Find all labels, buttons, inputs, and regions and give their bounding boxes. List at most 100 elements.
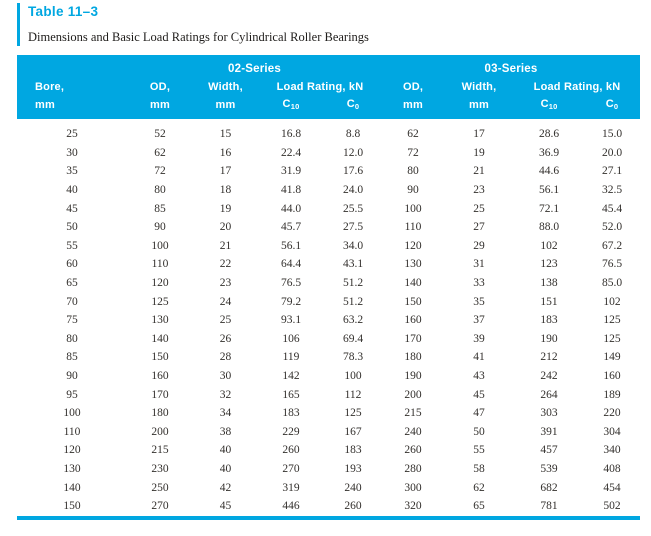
- table-cell: 52.0: [601, 221, 623, 234]
- table-cell: 8.8: [345, 128, 361, 141]
- table-cell: 55: [473, 444, 485, 457]
- table-cell: 193: [344, 462, 362, 475]
- table-cell: 142: [282, 370, 300, 383]
- table-cell: 29: [473, 239, 485, 252]
- table-cell: 16: [219, 146, 232, 159]
- table-cell: 150: [151, 351, 169, 364]
- table-cell: 17: [219, 165, 232, 178]
- table-cell: 125: [344, 407, 362, 420]
- table-cell: 220: [603, 407, 621, 420]
- col-header-c10-02: C10: [258, 96, 324, 119]
- table-cell: 95: [66, 388, 78, 401]
- table-cell: 63.2: [342, 314, 364, 327]
- table-cell: 30: [66, 146, 78, 159]
- title-block: Table 11–3 Dimensions and Basic Load Rat…: [17, 3, 651, 46]
- table-cell: 280: [404, 462, 422, 475]
- table-cell: 72: [154, 165, 166, 178]
- table-cell: 125: [603, 314, 621, 327]
- table-cell: 76.5: [280, 277, 302, 290]
- table-cell: 25: [66, 128, 78, 141]
- table-cell: 51.2: [342, 295, 364, 308]
- table-cell: 40: [219, 462, 232, 475]
- table-cell: 23: [219, 277, 232, 290]
- table-cell: 457: [540, 444, 558, 457]
- table-row: 90 160 30 142 100 190 43 242 160: [17, 367, 640, 386]
- bearing-dimensions-table: 02-Series 03-Series Bore, OD, Width, Loa…: [17, 55, 641, 515]
- table-cell: 62: [407, 128, 419, 141]
- unit-width-03-mm: mm: [444, 96, 515, 119]
- table-cell: 80: [66, 332, 78, 345]
- table-cell: 125: [603, 332, 621, 345]
- table-cell: 446: [282, 500, 300, 513]
- table-cell: 55: [66, 239, 78, 252]
- table-row: 95 170 32 165 112 200 45 264 189: [17, 385, 640, 404]
- table-cell: 45: [66, 202, 78, 215]
- table-cell: 319: [282, 481, 300, 494]
- table-cell: 17: [473, 128, 485, 141]
- table-cell: 19: [219, 202, 232, 215]
- table-cell: 12.0: [342, 146, 364, 159]
- table-cell: 67.2: [601, 239, 623, 252]
- table-cell: 300: [404, 481, 422, 494]
- table-cell: 18: [219, 184, 232, 197]
- col-header-od-02: OD,: [127, 77, 193, 96]
- table-cell: 31: [473, 258, 485, 271]
- table-cell: 23: [473, 184, 485, 197]
- table-cell: 24: [219, 295, 232, 308]
- table-cell: 24.0: [342, 184, 364, 197]
- table-cell: 22: [219, 258, 232, 271]
- col-header-width-03: Width,: [444, 77, 515, 96]
- header-02-series: 02-Series: [127, 55, 383, 77]
- table-cell: 90: [154, 221, 166, 234]
- table-cell: 123: [540, 258, 558, 271]
- table-cell: 41.8: [280, 184, 302, 197]
- table-row: 75 130 25 93.1 63.2 160 37 183 125: [17, 311, 640, 330]
- table-cell: 80: [154, 184, 166, 197]
- table-cell: 33: [473, 277, 485, 290]
- table-cell: 42: [219, 481, 232, 494]
- table-cell: 41: [473, 351, 485, 364]
- table-cell: 120: [404, 239, 422, 252]
- table-cell: 43.1: [342, 258, 364, 271]
- table-cell: 183: [540, 314, 558, 327]
- table-cell: 160: [404, 314, 422, 327]
- table-cell: 110: [63, 425, 81, 438]
- table-cell: 264: [540, 388, 558, 401]
- table-cell: 100: [151, 239, 169, 252]
- table-cell: 72: [407, 146, 419, 159]
- table-cell: 22.4: [280, 146, 302, 159]
- table-cell: 40: [219, 444, 232, 457]
- table-cell: 303: [540, 407, 558, 420]
- table-cell: 502: [603, 500, 621, 513]
- table-cell: 260: [404, 444, 422, 457]
- table-cell: 270: [151, 500, 169, 513]
- table-cell: 85: [154, 202, 166, 215]
- table-cell: 229: [282, 425, 300, 438]
- table-row: 100 180 34 183 125 215 47 303 220: [17, 404, 640, 423]
- table-cell: 250: [151, 481, 169, 494]
- table-cell: 28.6: [538, 128, 560, 141]
- table-cell: 62: [473, 481, 485, 494]
- table-cell: 39: [473, 332, 485, 345]
- table-cell: 34: [219, 407, 232, 420]
- table-cell: 102: [603, 295, 621, 308]
- table-cell: 100: [63, 407, 81, 420]
- table-cell: 242: [540, 370, 558, 383]
- table-cell: 64.4: [280, 258, 302, 271]
- header-03-series: 03-Series: [382, 55, 641, 77]
- table-cell: 32: [219, 388, 232, 401]
- header-spacer: [17, 55, 127, 77]
- unit-width-02-mm: mm: [193, 96, 258, 119]
- table-cell: 44.0: [280, 202, 302, 215]
- table-cell: 106: [282, 332, 300, 345]
- table-cell: 138: [540, 277, 558, 290]
- table-cell: 28: [219, 351, 232, 364]
- table-cell: 60: [66, 258, 78, 271]
- table-cell: 21: [219, 239, 232, 252]
- table-cell: 112: [344, 388, 362, 401]
- table-cell: 16.8: [280, 128, 302, 141]
- table-cell: 40: [66, 184, 78, 197]
- table-cell: 183: [282, 407, 300, 420]
- table-cell: 151: [540, 295, 558, 308]
- col-header-c0-02: C0: [324, 96, 383, 119]
